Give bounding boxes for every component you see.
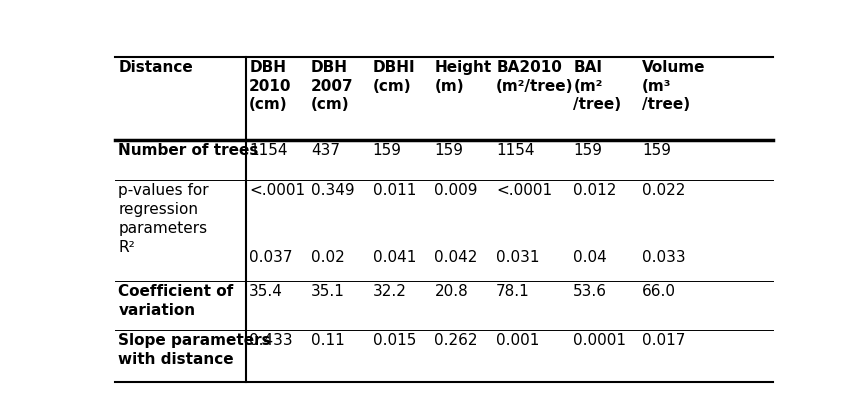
Text: DBH
2010
(cm): DBH 2010 (cm) <box>249 60 292 112</box>
Text: 1154: 1154 <box>496 143 534 158</box>
Text: 32.2: 32.2 <box>372 284 406 299</box>
Text: 0.037: 0.037 <box>249 250 293 265</box>
Text: <.0001: <.0001 <box>496 183 553 197</box>
Text: 35.4: 35.4 <box>249 284 283 299</box>
Text: BAI
(m²
/tree): BAI (m² /tree) <box>573 60 622 112</box>
Text: Height
(m): Height (m) <box>435 60 492 94</box>
Text: 159: 159 <box>372 143 402 158</box>
Text: <.0001: <.0001 <box>249 183 306 197</box>
Text: DBH
2007
(cm): DBH 2007 (cm) <box>311 60 353 112</box>
Text: 0.033: 0.033 <box>642 250 686 265</box>
Text: 159: 159 <box>435 143 463 158</box>
Text: 0.022: 0.022 <box>642 183 685 197</box>
Text: 0.012: 0.012 <box>573 183 617 197</box>
Text: 35.1: 35.1 <box>311 284 345 299</box>
Text: BA2010
(m²/tree): BA2010 (m²/tree) <box>496 60 573 94</box>
Text: 66.0: 66.0 <box>642 284 675 299</box>
Text: 78.1: 78.1 <box>496 284 530 299</box>
Text: 0.011: 0.011 <box>372 183 416 197</box>
Text: 0.009: 0.009 <box>435 183 478 197</box>
Text: 159: 159 <box>573 143 603 158</box>
Text: 0.04: 0.04 <box>573 250 607 265</box>
Text: 159: 159 <box>642 143 671 158</box>
Text: 0.0001: 0.0001 <box>573 333 626 348</box>
Text: Slope parameters
with distance: Slope parameters with distance <box>119 333 271 367</box>
Text: Coefficient of
variation: Coefficient of variation <box>119 284 234 318</box>
Text: Volume
(m³
/tree): Volume (m³ /tree) <box>642 60 705 112</box>
Text: 0.017: 0.017 <box>642 333 685 348</box>
Text: 0.031: 0.031 <box>496 250 540 265</box>
Text: 0.001: 0.001 <box>496 333 540 348</box>
Text: 0.262: 0.262 <box>435 333 478 348</box>
Text: DBHI
(cm): DBHI (cm) <box>372 60 416 94</box>
Text: 437: 437 <box>311 143 340 158</box>
Text: p-values for
regression
parameters
R²: p-values for regression parameters R² <box>119 183 209 255</box>
Text: 0.433: 0.433 <box>249 333 293 348</box>
Text: 1154: 1154 <box>249 143 288 158</box>
Text: 20.8: 20.8 <box>435 284 469 299</box>
Text: 0.042: 0.042 <box>435 250 478 265</box>
Text: 0.02: 0.02 <box>311 250 345 265</box>
Text: Number of trees: Number of trees <box>119 143 259 158</box>
Text: 0.015: 0.015 <box>372 333 416 348</box>
Text: Distance: Distance <box>119 60 193 75</box>
Text: 0.041: 0.041 <box>372 250 416 265</box>
Text: 0.349: 0.349 <box>311 183 354 197</box>
Text: 53.6: 53.6 <box>573 284 607 299</box>
Text: 0.11: 0.11 <box>311 333 345 348</box>
